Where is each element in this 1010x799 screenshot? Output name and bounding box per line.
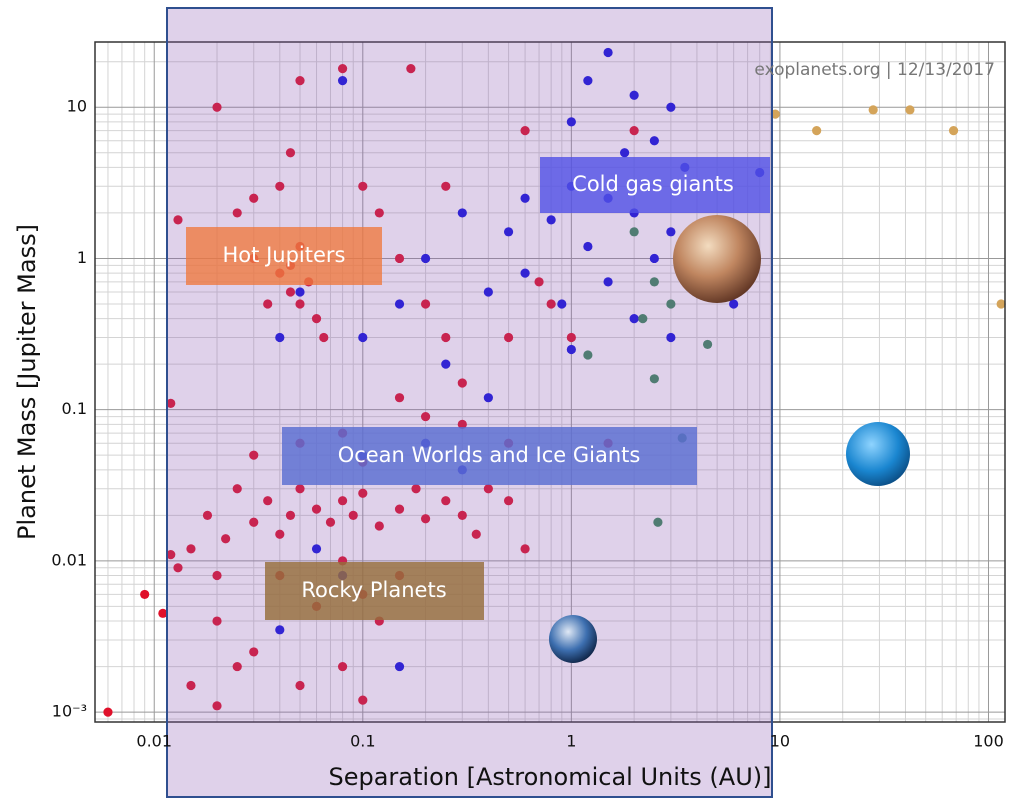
x-tick-label: 10 (770, 732, 790, 751)
x-axis-title: Separation [Astronomical Units (AU)] (328, 763, 771, 791)
chart: Hot Jupiters Cold gas giants Ocean World… (0, 0, 1010, 799)
highlight-region (167, 8, 772, 797)
y-tick-label: 1 (77, 248, 87, 267)
data-point (949, 126, 958, 135)
data-point (905, 105, 914, 114)
annotation: Rocky Planets (301, 578, 446, 602)
data-point (140, 590, 149, 599)
credit: exoplanets.org | 12/13/2017 (754, 60, 995, 80)
x-tick-label: 0.1 (350, 732, 375, 751)
y-tick-label: 10⁻³ (52, 702, 87, 721)
jupiter-image (673, 215, 761, 303)
annotation: Ocean Worlds and Ice Giants (338, 443, 641, 467)
x-tick-label: 1 (566, 732, 576, 751)
y-tick-label: 10 (67, 97, 87, 116)
x-tick-label: 0.01 (136, 732, 172, 751)
y-axis-title: Planet Mass [Jupiter Mass] (13, 224, 41, 540)
y-tick-label: 0.1 (62, 399, 87, 418)
data-point (869, 105, 878, 114)
y-tick-label: 0.01 (51, 550, 87, 569)
earth-image (549, 615, 597, 663)
annotation: Hot Jupiters (223, 243, 346, 267)
x-tick-label: 100 (973, 732, 1004, 751)
annotation: Cold gas giants (572, 172, 734, 196)
data-point (812, 126, 821, 135)
neptune-image (846, 422, 910, 486)
data-point (103, 707, 112, 716)
